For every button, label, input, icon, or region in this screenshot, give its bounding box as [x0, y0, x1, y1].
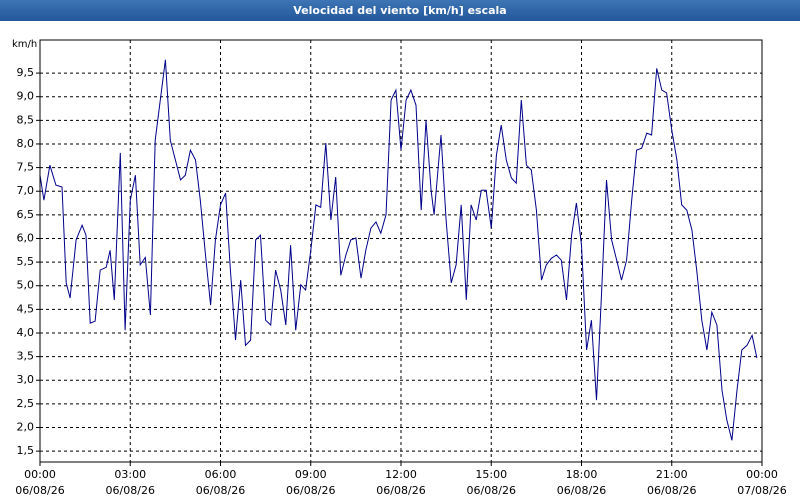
y-tick-label: 3,0	[17, 373, 35, 386]
y-tick-label: 9,5	[17, 66, 35, 79]
y-tick-label: 8,0	[17, 137, 35, 150]
y-tick-label: 6,5	[17, 208, 35, 221]
plot-frame	[39, 39, 763, 463]
x-tick-label: 00:00 06/08/26	[15, 468, 64, 497]
y-tick-label: 3,5	[17, 350, 35, 363]
y-tick-label: 2,5	[17, 397, 35, 410]
x-tick-label: 15:00 06/08/26	[467, 468, 516, 497]
x-tick-label: 06:00 06/08/26	[196, 468, 245, 497]
x-tick-label: 12:00 06/08/26	[376, 468, 425, 497]
y-tick-label: 4,5	[17, 302, 35, 315]
x-tick-label: 09:00 06/08/26	[286, 468, 335, 497]
y-tick-label: 2,0	[17, 421, 35, 434]
y-unit: km/h	[12, 39, 37, 50]
y-tick-label: 4,0	[17, 326, 35, 339]
y-tick-label: 7,0	[17, 184, 35, 197]
y-tick-label: 1,5	[17, 444, 35, 457]
y-tick-label: 6,0	[17, 231, 35, 244]
data-line	[39, 59, 758, 441]
title-bar	[0, 0, 800, 21]
y-tick-label: 9,0	[17, 90, 35, 103]
x-tick-label: 03:00 06/08/26	[106, 468, 155, 497]
x-tick-label: 00:00 07/08/26	[737, 468, 786, 497]
y-tick-label: 5,0	[17, 279, 35, 292]
y-tick-label: 5,5	[17, 255, 35, 268]
x-tick-label: 21:00 06/08/26	[647, 468, 696, 497]
x-tick-label: 18:00 06/08/26	[557, 468, 606, 497]
y-tick-label: 8,5	[17, 113, 35, 126]
y-tick-label: 7,5	[17, 161, 35, 174]
chart-title: Velocidad del viento [km/h] escala	[293, 4, 506, 17]
